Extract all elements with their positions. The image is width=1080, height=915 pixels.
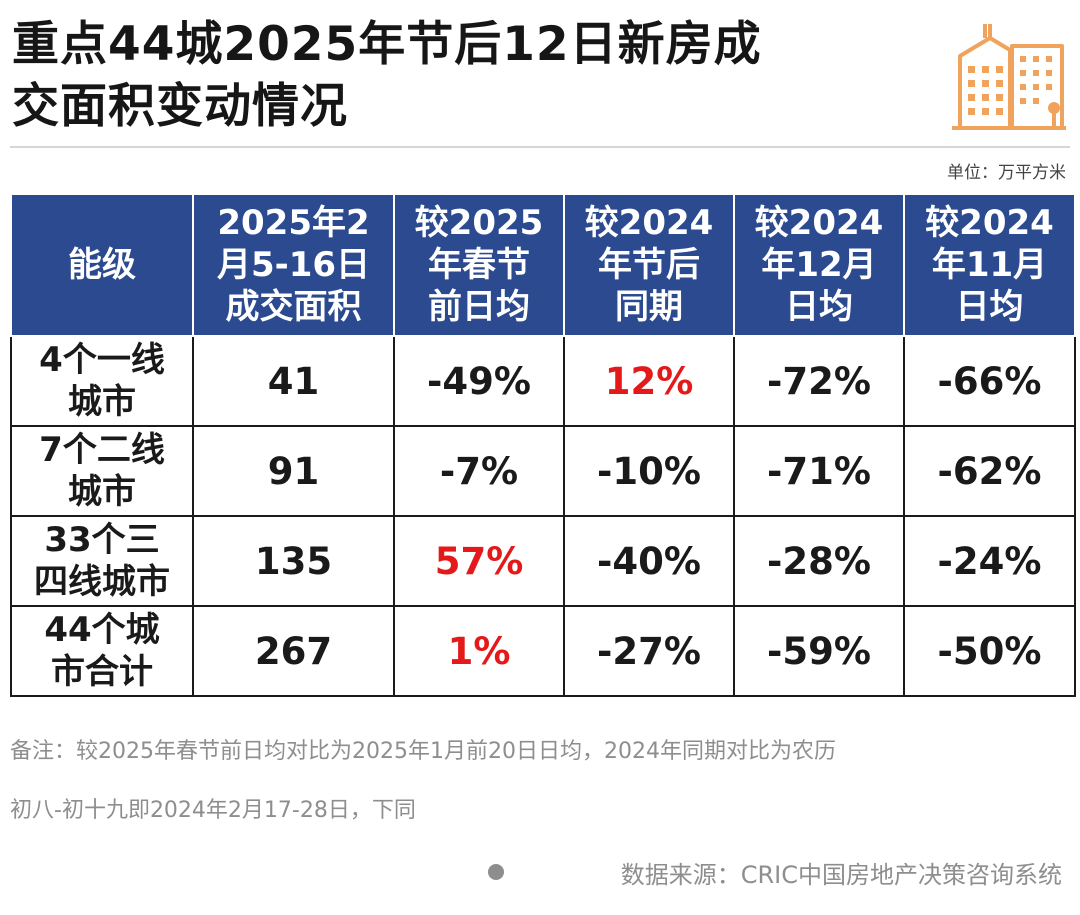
page-title: 重点44城2025年节后12日新房成 交面积变动情况 — [12, 14, 932, 138]
vs-2024-same-cell: 12% — [563, 335, 735, 427]
vs-pre-festival-cell: 57% — [393, 515, 565, 607]
bullet-dot — [488, 864, 504, 880]
table-row: 33个三 四线城市 135 57% -40% -28% -24% — [10, 515, 1076, 607]
area-cell: 91 — [192, 425, 395, 517]
header-cell: 较2025 年春节 前日均 — [393, 193, 565, 337]
area-cell: 41 — [192, 335, 395, 427]
vs-dec-cell: -71% — [733, 425, 905, 517]
vs-dec-cell: -72% — [733, 335, 905, 427]
data-source: 数据来源：CRIC中国房地产决策咨询系统 — [620, 861, 1062, 889]
vs-pre-festival-cell: -7% — [393, 425, 565, 517]
vs-2024-same-cell: -27% — [563, 605, 735, 697]
vs-nov-cell: -66% — [903, 335, 1076, 427]
title-line-1: 重点44城2025年节后12日新房成 — [12, 17, 762, 72]
title-divider — [10, 146, 1070, 148]
vs-pre-festival-cell: 1% — [393, 605, 565, 697]
vs-dec-cell: -28% — [733, 515, 905, 607]
header-cell: 能级 — [10, 193, 194, 337]
data-table: 能级 2025年2 月5-16日 成交面积 较2025 年春节 前日均 较2024 年节后… — [10, 193, 1076, 697]
table-header-row: 能级 2025年2 月5-16日 成交面积 较2025 年春节 前日均 较2024 年节后… — [10, 193, 1076, 337]
vs-2024-same-cell: -10% — [563, 425, 735, 517]
vs-nov-cell: -62% — [903, 425, 1076, 517]
header-cell: 2025年2 月5-16日 成交面积 — [192, 193, 395, 337]
vs-2024-same-cell: -40% — [563, 515, 735, 607]
footnote-line-2: 初八-初十九即2024年2月17-28日，下同 — [10, 798, 416, 823]
level-cell: 44个城 市合计 — [10, 605, 194, 697]
buildings-icon — [952, 24, 1066, 130]
vs-dec-cell: -59% — [733, 605, 905, 697]
header-cell: 较2024 年11月 日均 — [903, 193, 1076, 337]
table-row: 44个城 市合计 267 1% -27% -59% -50% — [10, 605, 1076, 697]
table-row: 7个二线 城市 91 -7% -10% -71% -62% — [10, 425, 1076, 517]
header-cell: 较2024 年节后 同期 — [563, 193, 735, 337]
vs-pre-festival-cell: -49% — [393, 335, 565, 427]
level-cell: 4个一线 城市 — [10, 335, 194, 427]
title-line-2: 交面积变动情况 — [12, 79, 348, 134]
area-cell: 135 — [192, 515, 395, 607]
table-row: 4个一线 城市 41 -49% 12% -72% -66% — [10, 335, 1076, 427]
level-cell: 7个二线 城市 — [10, 425, 194, 517]
vs-nov-cell: -24% — [903, 515, 1076, 607]
vs-nov-cell: -50% — [903, 605, 1076, 697]
header-cell: 较2024 年12月 日均 — [733, 193, 905, 337]
area-cell: 267 — [192, 605, 395, 697]
level-cell: 33个三 四线城市 — [10, 515, 194, 607]
unit-label: 单位：万平方米 — [947, 163, 1066, 183]
footnote-line-1: 备注：较2025年春节前日均对比为2025年1月前20日日均，2024年同期对比… — [10, 739, 836, 764]
